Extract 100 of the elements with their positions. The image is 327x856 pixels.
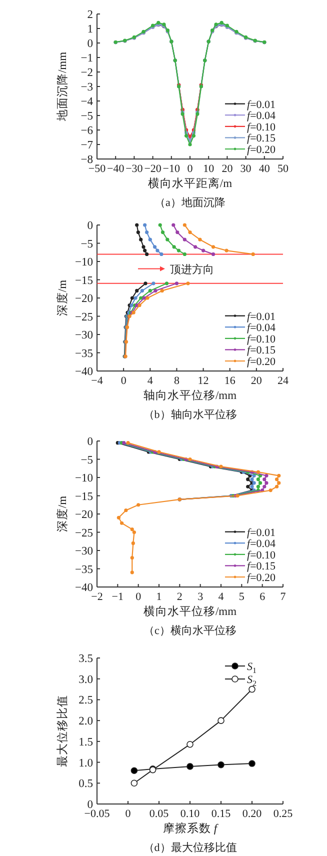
x-tick-label: −1 xyxy=(112,591,124,603)
y-tick-label: 1.0 xyxy=(78,757,94,770)
x-tick-label: 0 xyxy=(120,375,127,387)
y-tick-label: −15 xyxy=(75,490,94,503)
legend-label: f=0.20 xyxy=(247,572,276,584)
x-axis-title: 轴向水平位移/mm xyxy=(143,389,237,402)
x-axis-title: 摩擦系数 f xyxy=(162,821,219,835)
legend-label: f=0.01 xyxy=(247,98,276,111)
y-tick-label: 2.5 xyxy=(78,694,94,707)
x-tick-label: 40 xyxy=(258,163,270,175)
y-tick-label: 1 xyxy=(87,24,94,36)
x-tick-label: 1 xyxy=(156,591,162,603)
x-tick-label: −20 xyxy=(144,163,162,175)
x-tick-label: 6 xyxy=(260,591,266,603)
legend-label: f=0.01 xyxy=(247,526,276,539)
x-tick-label: 3 xyxy=(198,591,204,603)
y-tick-label: −4 xyxy=(80,96,94,108)
y-tick-label: −3 xyxy=(80,82,94,94)
y-tick-label: 3.0 xyxy=(78,674,94,686)
y-tick-label: −25 xyxy=(75,527,94,540)
y-tick-label: 2 xyxy=(87,9,94,21)
y-tick-label: −40 xyxy=(75,366,94,378)
y-tick-label: −20 xyxy=(75,509,94,521)
y-tick-label: −35 xyxy=(75,348,94,360)
y-tick-label: 0.5 xyxy=(78,778,94,790)
y-tick-label: 3.5 xyxy=(78,653,94,665)
x-axis-title: 横向水平距离/m xyxy=(148,176,232,190)
x-tick-label: 0 xyxy=(187,163,194,175)
y-tick-label: 0 xyxy=(87,436,94,448)
x-tick-label: 2 xyxy=(176,591,182,603)
legend-label: f=0.15 xyxy=(247,560,276,573)
x-tick-label: 8 xyxy=(174,375,180,387)
y-tick-label: 1.5 xyxy=(78,736,94,748)
y-tick-label: 0 xyxy=(87,799,94,811)
annotation: 顶进方向 xyxy=(170,262,214,276)
x-tick-label: −0.05 xyxy=(84,808,110,820)
y-tick-label: −30 xyxy=(75,330,94,342)
y-axis-title: 地面沉降/mm xyxy=(56,52,69,122)
y-tick-label: 0 xyxy=(87,38,94,50)
y-tick-label: −10 xyxy=(75,256,94,268)
x-axis-title: 横向水平位移/mm xyxy=(143,605,237,618)
x-tick-label: 10 xyxy=(203,163,215,175)
y-tick-label: −10 xyxy=(75,472,94,484)
y-tick-label: −40 xyxy=(75,582,94,594)
x-tick-label: 0.05 xyxy=(149,808,170,820)
y-tick-label: 2.0 xyxy=(78,716,94,728)
text: （d）最大位移比值 xyxy=(143,841,237,854)
y-tick-label: −8 xyxy=(80,154,94,166)
y-tick-label: −5 xyxy=(80,110,94,122)
x-tick-label: −40 xyxy=(106,163,125,175)
x-tick-label: 4 xyxy=(218,591,224,603)
y-tick-label: 0 xyxy=(87,220,94,232)
x-tick-label: 20 xyxy=(250,375,262,387)
x-tick-label: 24 xyxy=(278,375,289,387)
y-axis-title: 最大位移比值 xyxy=(56,695,69,767)
y-tick-label: −30 xyxy=(75,546,94,558)
y-tick-label: −2 xyxy=(80,67,94,79)
y-tick-label: −6 xyxy=(80,125,94,137)
legend-label: f=0.10 xyxy=(247,333,276,346)
y-axis-title: 深度/m xyxy=(55,280,69,316)
text: （b）轴向水平位移 xyxy=(143,408,237,421)
legend-label: f=0.10 xyxy=(247,121,276,134)
x-tick-label: 4 xyxy=(147,375,154,387)
legend-label: f=0.15 xyxy=(247,132,276,145)
x-tick-label: 50 xyxy=(278,163,289,175)
x-tick-label: 0.25 xyxy=(273,808,294,820)
y-tick-label: −35 xyxy=(75,564,94,576)
legend-label: f=0.20 xyxy=(247,356,276,368)
x-tick-label: 5 xyxy=(238,591,245,603)
x-tick-label: 0.10 xyxy=(180,808,200,820)
x-tick-label: 0 xyxy=(125,808,132,820)
x-tick-label: 20 xyxy=(222,163,234,175)
x-tick-label: 0 xyxy=(136,591,142,603)
x-tick-label: 0.15 xyxy=(211,808,232,820)
y-tick-label: −5 xyxy=(80,454,94,466)
legend-label: f=0.04 xyxy=(247,322,276,334)
y-tick-label: −1 xyxy=(80,52,94,64)
legend-label: S$_{1}$ xyxy=(247,661,256,675)
legend-label: f=0.04 xyxy=(247,538,276,550)
legend-label: f=0.10 xyxy=(247,549,276,562)
y-tick-label: −20 xyxy=(75,293,94,305)
legend-label: f=0.04 xyxy=(247,110,276,122)
y-tick-label: −5 xyxy=(80,238,94,250)
text: （c）横向水平位移 xyxy=(144,624,236,637)
legend-label: f=0.20 xyxy=(247,144,276,156)
y-tick-label: −25 xyxy=(75,311,94,324)
x-tick-label: 12 xyxy=(198,375,209,387)
legend-label: f=0.15 xyxy=(247,344,276,357)
x-tick-label: 7 xyxy=(280,591,286,603)
x-tick-label: −10 xyxy=(162,163,180,175)
y-tick-label: −15 xyxy=(75,274,94,287)
x-tick-label: 30 xyxy=(240,163,252,175)
y-tick-label: −7 xyxy=(80,140,94,152)
x-tick-label: 16 xyxy=(224,375,236,387)
text: （a）地面沉降 xyxy=(154,196,226,209)
x-tick-label: −30 xyxy=(126,163,144,175)
legend-label: f=0.01 xyxy=(247,310,276,323)
x-tick-label: 0.20 xyxy=(242,808,262,820)
x-tick-label: −50 xyxy=(88,163,106,175)
legend-label: S$_{2}$ xyxy=(247,674,256,688)
